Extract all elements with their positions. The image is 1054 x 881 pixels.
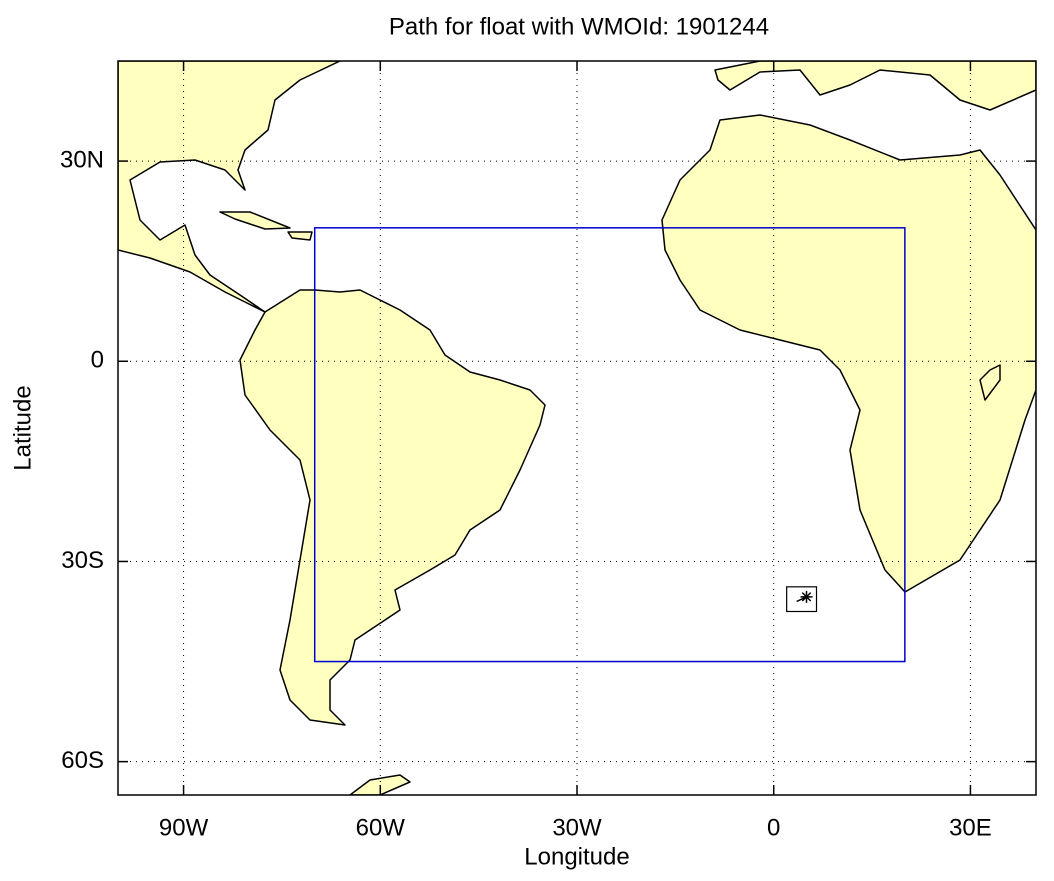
x-axis-label: Longitude xyxy=(524,843,629,870)
x-tick-label: 30W xyxy=(552,814,602,841)
y-tick-label: 60S xyxy=(61,747,104,774)
y-tick-label: 30S xyxy=(61,547,104,574)
hispaniola xyxy=(287,231,313,241)
africa xyxy=(661,114,1036,593)
y-tick-label: 30N xyxy=(60,146,104,173)
float-box xyxy=(786,586,818,613)
y-tick-label: 0 xyxy=(91,347,104,374)
x-tick-label: 0 xyxy=(767,814,780,841)
x-tick-label: 60W xyxy=(356,814,406,841)
x-tick-label: 90W xyxy=(159,814,209,841)
region-box xyxy=(313,227,906,663)
europe xyxy=(714,61,1036,111)
x-tick-label: 30E xyxy=(949,814,992,841)
y-axis-label: Latitude xyxy=(9,385,36,470)
land xyxy=(118,61,1036,795)
chart-title: Path for float with WMOId: 1901244 xyxy=(389,13,769,40)
north-america xyxy=(118,61,341,313)
madagascar xyxy=(979,364,1001,401)
cuba xyxy=(219,211,291,230)
south-america xyxy=(239,289,546,726)
float-last-position xyxy=(800,590,813,603)
